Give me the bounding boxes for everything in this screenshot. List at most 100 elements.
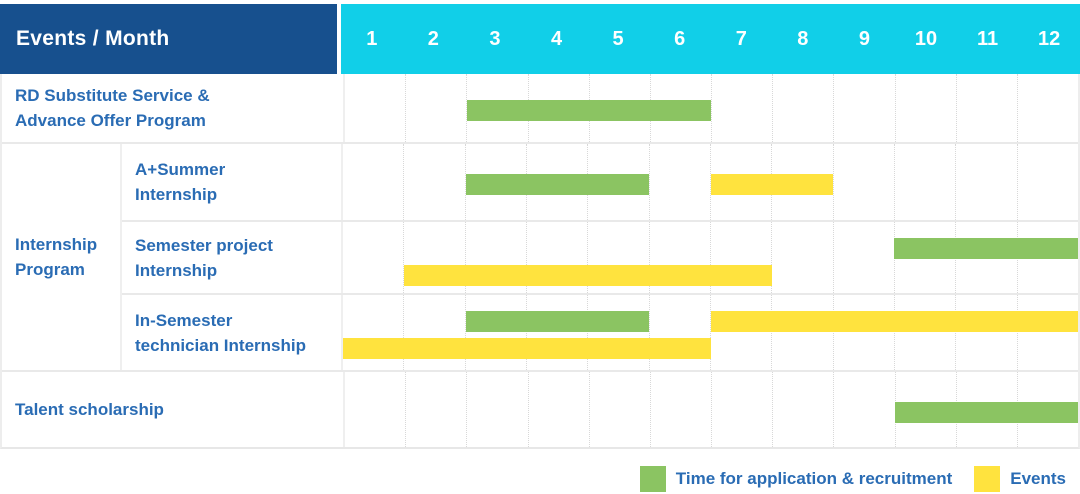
- month-column: [832, 222, 894, 293]
- legend-item-yellow: Events: [974, 466, 1066, 492]
- events-month-header-cell: Events / Month: [0, 4, 337, 74]
- month-column: [464, 295, 526, 370]
- row-label-semester-project: Semester project Internship: [122, 222, 341, 293]
- gantt-grid-semester-project: [341, 222, 1078, 293]
- month-column: [893, 295, 955, 370]
- month-column: [527, 372, 589, 447]
- months-header-strip: 1 2 3 4 5 6 7 8 9 10 11 12: [341, 4, 1080, 74]
- month-label-4: 4: [550, 27, 563, 50]
- month-column: [403, 144, 464, 220]
- gantt-bar-yellow-m2-m7: [404, 265, 772, 286]
- month-column: [345, 372, 405, 447]
- legend-swatch-green: [639, 466, 666, 492]
- row-label-line: A+Summer: [135, 160, 226, 179]
- month-column: [466, 372, 527, 447]
- legend: Time for application & recruitment Events: [0, 466, 1080, 492]
- internship-program-group: Internship Program A+Summer Internship S…: [2, 142, 1078, 370]
- month-column: [832, 144, 894, 220]
- month-column: [345, 74, 405, 142]
- month-column: [1016, 295, 1078, 370]
- events-month-label: Events / Month: [16, 27, 170, 50]
- month-label-10: 10: [914, 27, 938, 50]
- month-column: [403, 295, 464, 370]
- row-label-rd-substitute: RD Substitute Service & Advance Offer Pr…: [2, 74, 343, 142]
- row-rd-substitute: RD Substitute Service & Advance Offer Pr…: [2, 74, 1078, 142]
- month-label-3: 3: [489, 27, 501, 50]
- header-gap: [337, 4, 341, 74]
- row-label-a-plus-summer: A+Summer Internship: [122, 144, 341, 220]
- row-talent-scholarship: Talent scholarship: [2, 370, 1078, 447]
- month-column: [648, 295, 710, 370]
- row-label-line: Semester project: [135, 235, 273, 255]
- month-column: [894, 74, 956, 142]
- gantt-grid-rd-substitute: [343, 74, 1078, 142]
- month-column: [587, 222, 648, 293]
- group-label-line: Internship: [15, 235, 98, 254]
- month-column: [588, 372, 650, 447]
- legend-item-green: Time for application & recruitment: [639, 466, 953, 492]
- gantt-bar-green-m3-m5: [465, 311, 650, 332]
- month-column: [955, 295, 1016, 370]
- month-column: [772, 372, 833, 447]
- month-column: [648, 144, 710, 220]
- row-label-line: Internship: [135, 260, 218, 280]
- month-label-2: 2: [427, 27, 439, 50]
- month-column: [525, 295, 587, 370]
- month-column: [405, 372, 466, 447]
- month-column: [711, 74, 772, 142]
- gantt-bar-green-m3-m5: [465, 174, 650, 195]
- table-header-row: Events / Month 1 2 3 4 5 6 7 8 9 10 11 12: [0, 4, 1080, 74]
- month-column: [1016, 144, 1078, 220]
- legend-label-green: Time for application & recruitment: [675, 469, 953, 488]
- month-label-1: 1: [366, 27, 378, 50]
- month-label-5: 5: [612, 27, 624, 50]
- month-column: [772, 74, 833, 142]
- month-column: [709, 295, 771, 370]
- month-label-12: 12: [1038, 27, 1061, 50]
- gantt-bar-green-m3-m6: [467, 100, 712, 121]
- row-label-in-semester-technician: In-Semester technician Internship: [122, 295, 341, 370]
- month-column: [771, 295, 832, 370]
- group-label-internship-program: Internship Program: [2, 144, 122, 370]
- month-column: [771, 222, 832, 293]
- row-label-line: Internship: [135, 185, 218, 204]
- gantt-table-body: RD Substitute Service & Advance Offer Pr…: [0, 74, 1080, 449]
- month-column: [893, 144, 955, 220]
- month-column: [832, 295, 894, 370]
- gantt-bar-green-m10-m12: [894, 238, 1078, 259]
- row-label-line: Talent scholarship: [15, 400, 164, 419]
- month-column: [955, 74, 1017, 142]
- row-a-plus-summer: A+Summer Internship: [122, 144, 1078, 220]
- month-column: [955, 144, 1016, 220]
- row-label-talent-scholarship: Talent scholarship: [2, 372, 343, 447]
- month-column: [403, 222, 464, 293]
- gantt-bar-green-m10-m12: [894, 401, 1078, 423]
- month-column: [1016, 74, 1078, 142]
- month-column: [711, 372, 772, 447]
- row-label-line: In-Semester: [135, 310, 233, 330]
- month-label-9: 9: [858, 27, 870, 50]
- month-column: [464, 144, 526, 220]
- month-column: [587, 295, 648, 370]
- gantt-bar-yellow-m7-m8: [710, 174, 833, 195]
- month-column: [466, 74, 527, 142]
- row-label-line: technician Internship: [135, 335, 306, 355]
- row-label-line: Advance Offer Program: [15, 111, 206, 130]
- month-column: [343, 144, 403, 220]
- gantt-grid-a-plus-summer: [341, 144, 1078, 220]
- gantt-grid-talent-scholarship: [343, 372, 1078, 447]
- month-column: [709, 144, 771, 220]
- row-in-semester-technician: In-Semester technician Internship: [122, 293, 1078, 370]
- row-semester-project: Semester project Internship: [122, 220, 1078, 293]
- month-column: [343, 222, 403, 293]
- month-column: [464, 222, 526, 293]
- group-label-line: Program: [15, 260, 85, 279]
- month-column: [833, 74, 894, 142]
- month-column: [709, 222, 771, 293]
- month-column: [525, 222, 587, 293]
- month-column: [405, 74, 466, 142]
- row-label-line: RD Substitute Service &: [15, 86, 210, 105]
- month-label-7: 7: [735, 27, 747, 50]
- month-column: [649, 372, 711, 447]
